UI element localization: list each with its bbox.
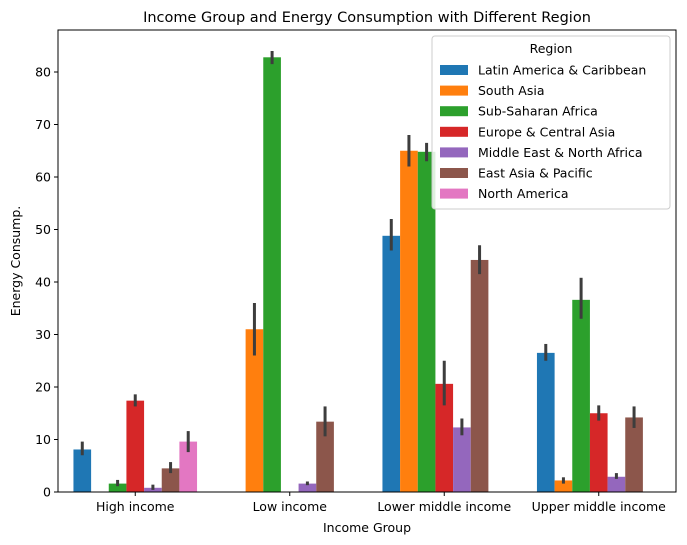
chart-title: Income Group and Energy Consumption with… xyxy=(143,10,591,26)
legend-swatch-1 xyxy=(440,85,468,96)
x-axis-label: Income Group xyxy=(323,520,411,535)
legend-swatch-6 xyxy=(440,188,468,199)
x-tick-label-0: High income xyxy=(96,499,175,514)
y-axis-label: Energy Consump. xyxy=(8,206,23,317)
bar-0-0 xyxy=(73,449,92,492)
bar-1-1 xyxy=(245,329,264,492)
bar-3-2 xyxy=(435,383,454,492)
bar-1-3 xyxy=(554,480,573,492)
y-tick-label-2: 20 xyxy=(35,380,51,395)
legend-label-4: Middle East & North Africa xyxy=(478,145,643,160)
legend-swatch-3 xyxy=(440,126,468,137)
y-tick-label-7: 70 xyxy=(35,117,51,132)
legend-label-2: Sub-Saharan Africa xyxy=(478,104,598,119)
legend-label-5: East Asia & Pacific xyxy=(478,166,593,181)
bar-5-3 xyxy=(625,417,643,492)
y-tick-label-4: 40 xyxy=(35,275,51,290)
bar-0-3 xyxy=(536,352,555,492)
bar-4-1 xyxy=(298,483,317,492)
bar-0-2 xyxy=(382,235,401,493)
bar-4-3 xyxy=(607,476,626,492)
bar-5-2 xyxy=(470,259,489,492)
legend-box xyxy=(431,35,671,210)
bar-2-3 xyxy=(572,299,590,492)
bar-5-1 xyxy=(316,421,334,492)
y-tick-label-8: 80 xyxy=(35,65,51,80)
x-tick-label-3: Upper middle income xyxy=(532,499,667,514)
y-tick-label-3: 30 xyxy=(35,327,51,342)
bar-1-2 xyxy=(400,150,418,492)
bar-3-3 xyxy=(589,413,608,492)
bar-2-2 xyxy=(417,151,436,493)
legend-swatch-5 xyxy=(440,168,468,178)
y-tick-label-6: 60 xyxy=(35,170,51,185)
y-tick-label-0: 0 xyxy=(43,485,51,500)
bar-4-2 xyxy=(453,427,471,492)
x-tick-label-1: Low income xyxy=(253,499,328,514)
y-tick-label-1: 10 xyxy=(35,432,51,447)
bar-3-0 xyxy=(126,400,145,492)
legend-label-0: Latin America & Caribbean xyxy=(478,63,646,78)
bar-2-0 xyxy=(108,483,127,492)
plot-frame xyxy=(57,29,677,493)
legend-label-3: Europe & Central Asia xyxy=(478,124,615,139)
legend-swatch-0 xyxy=(440,65,468,75)
legend-title: Region xyxy=(530,41,573,56)
legend-label-6: North America xyxy=(478,186,569,201)
legend-swatch-4 xyxy=(440,147,468,158)
legend-label-1: South Asia xyxy=(478,83,545,98)
y-tick-label-5: 50 xyxy=(35,222,51,237)
legend-swatch-2 xyxy=(440,106,468,117)
bar-2-1 xyxy=(263,57,281,493)
x-tick-label-2: Lower middle income xyxy=(377,499,511,514)
legend: Region Latin America & Caribbean South Asi… xyxy=(431,35,671,210)
bar-6-0 xyxy=(179,441,198,492)
bar-5-0 xyxy=(161,468,180,492)
plot-area: 0 10 20 30 40 50 60 70 80 High income Low income Lo… xyxy=(35,29,677,514)
